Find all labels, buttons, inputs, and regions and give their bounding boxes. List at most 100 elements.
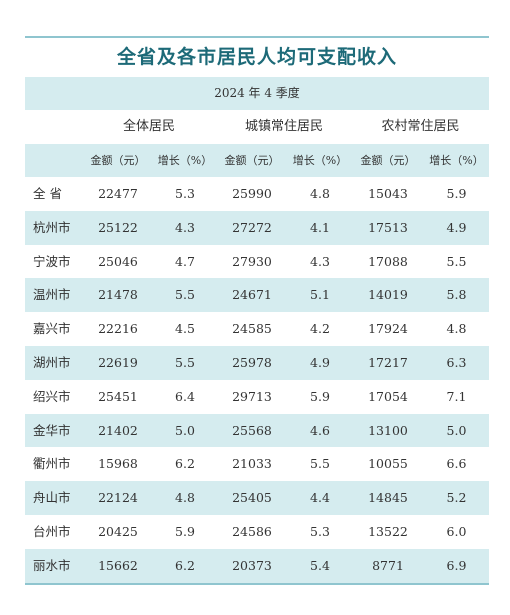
cell-urban-amount: 24586 [232, 523, 272, 539]
cell-all-growth: 4.8 [175, 490, 195, 506]
cell-urban-amount: 21033 [232, 456, 272, 472]
cell-rural-growth: 6.3 [446, 354, 467, 370]
cell-urban-growth: 4.8 [310, 186, 330, 201]
cell-rural-growth: 6.0 [446, 523, 467, 539]
cell-rural-amount: 17054 [368, 388, 408, 404]
cell-urban-amount: 25405 [232, 490, 272, 506]
cell-urban-growth: 5.5 [310, 456, 330, 472]
cell-rural-amount: 15043 [368, 186, 408, 201]
region-name: 丽水市 [33, 557, 71, 573]
cell-urban-growth: 5.1 [310, 287, 330, 303]
cell-all-growth: 5.9 [175, 523, 195, 539]
cell-all-growth: 6.2 [175, 557, 195, 573]
cell-all-growth: 6.2 [175, 456, 195, 472]
cell-rural-growth: 7.1 [446, 388, 467, 404]
group-header-rural: 农村常住居民 [381, 119, 460, 134]
table-row: 宁波市 25046 4.7 27930 4.3 17088 5.5 [25, 245, 489, 279]
cell-rural-amount: 13522 [368, 523, 408, 539]
cell-rural-growth: 5.9 [446, 186, 467, 201]
cell-urban-amount: 29713 [232, 388, 272, 404]
sub-header-growth: 增长（%） [292, 154, 348, 167]
region-name: 湖州市 [33, 354, 71, 370]
region-name: 金华市 [33, 422, 71, 438]
cell-urban-growth: 5.4 [310, 557, 330, 573]
bottom-rule [25, 582, 489, 585]
cell-rural-amount: 17513 [368, 219, 408, 235]
cell-all-amount: 21478 [98, 287, 138, 303]
region-name: 嘉兴市 [33, 321, 71, 337]
table-row: 绍兴市 25451 6.4 29713 5.9 17054 7.1 [25, 380, 489, 414]
region-name: 台州市 [33, 523, 71, 539]
cell-urban-amount: 24585 [232, 321, 272, 337]
cell-all-amount: 20425 [98, 523, 138, 539]
cell-urban-amount: 20373 [232, 557, 272, 573]
cell-all-growth: 5.0 [175, 422, 195, 438]
cell-rural-amount: 14845 [368, 490, 408, 506]
cell-rural-growth: 4.9 [446, 219, 467, 235]
table-title: 全省及各市居民人均可支配收入 [116, 46, 397, 68]
table-row: 台州市 20425 5.9 24586 5.3 13522 6.0 [25, 515, 489, 549]
cell-all-amount: 22124 [98, 490, 138, 506]
cell-rural-amount: 17924 [368, 321, 408, 337]
top-rule [25, 36, 489, 38]
sub-header-amount: 金额（元） [224, 154, 280, 167]
group-header-row: 全体居民 城镇常住居民 农村常住居民 [25, 110, 489, 144]
cell-all-amount: 25451 [98, 388, 138, 404]
group-header-spacer [25, 110, 82, 144]
cell-urban-growth: 4.4 [310, 490, 330, 506]
group-header-urban: 城镇常住居民 [244, 119, 323, 134]
region-name: 宁波市 [33, 253, 71, 269]
cell-all-amount: 25046 [98, 253, 138, 269]
cell-all-growth: 6.4 [175, 388, 195, 404]
cell-urban-amount: 24671 [232, 287, 272, 303]
table-row: 金华市 21402 5.0 25568 4.6 13100 5.0 [25, 413, 489, 448]
table-row: 全 省 22477 5.3 25990 4.8 15043 5.9 [25, 177, 489, 211]
cell-rural-growth: 6.9 [446, 557, 467, 573]
cell-rural-amount: 10055 [368, 456, 408, 472]
table-row: 温州市 21478 5.5 24671 5.1 14019 5.8 [25, 278, 489, 313]
cell-urban-growth: 4.6 [310, 422, 330, 438]
region-name: 衢州市 [33, 456, 71, 472]
cell-rural-amount: 13100 [368, 422, 408, 438]
sub-header-spacer [25, 144, 82, 177]
table-row: 湖州市 22619 5.5 25978 4.9 17217 6.3 [25, 345, 489, 380]
cell-all-amount: 21402 [98, 422, 138, 438]
cell-urban-growth: 5.3 [310, 523, 330, 539]
cell-all-amount: 15968 [98, 456, 138, 472]
cell-all-amount: 25122 [98, 219, 138, 235]
cell-all-growth: 5.5 [175, 354, 195, 370]
cell-rural-amount: 14019 [368, 287, 408, 303]
table-row: 丽水市 15662 6.2 20373 5.4 8771 6.9 [25, 548, 489, 583]
cell-all-amount: 22477 [98, 186, 138, 201]
cell-all-growth: 4.7 [175, 253, 195, 269]
sub-header-amount: 金额（元） [360, 154, 416, 167]
cell-rural-growth: 6.6 [446, 456, 467, 472]
cell-all-amount: 22619 [98, 354, 138, 370]
cell-urban-amount: 25568 [232, 422, 272, 438]
cell-all-growth: 5.3 [175, 186, 195, 201]
region-name: 舟山市 [33, 490, 71, 506]
table-body: 全 省 22477 5.3 25990 4.8 15043 5.9 杭州市 25122 4.3 27… [25, 177, 489, 583]
table-row: 嘉兴市 22216 4.5 24585 4.2 17924 4.8 [25, 312, 489, 346]
cell-all-growth: 5.5 [175, 287, 195, 303]
table-row: 舟山市 22124 4.8 25405 4.4 14845 5.2 [25, 481, 489, 515]
table-row: 杭州市 25122 4.3 27272 4.1 17513 4.9 [25, 210, 489, 245]
cell-rural-growth: 5.8 [446, 287, 467, 303]
cell-rural-growth: 5.2 [446, 490, 467, 506]
cell-rural-amount: 17217 [368, 354, 408, 370]
region-name: 绍兴市 [33, 388, 71, 404]
cell-urban-growth: 5.9 [310, 388, 330, 404]
sub-header-growth: 增长（%） [429, 154, 484, 167]
table-row: 衢州市 15968 6.2 21033 5.5 10055 6.6 [25, 447, 489, 481]
cell-urban-amount: 25990 [232, 186, 272, 201]
sub-header-growth: 增长（%） [157, 154, 213, 167]
cell-rural-growth: 5.0 [446, 422, 467, 438]
group-header-all: 全体居民 [122, 119, 175, 134]
region-name: 杭州市 [33, 219, 71, 235]
cell-all-growth: 4.3 [175, 219, 195, 235]
cell-urban-growth: 4.3 [310, 253, 330, 269]
cell-all-growth: 4.5 [175, 321, 195, 337]
cell-rural-growth: 5.5 [446, 253, 467, 269]
region-name: 温州市 [33, 287, 71, 303]
cell-urban-growth: 4.9 [310, 354, 330, 370]
